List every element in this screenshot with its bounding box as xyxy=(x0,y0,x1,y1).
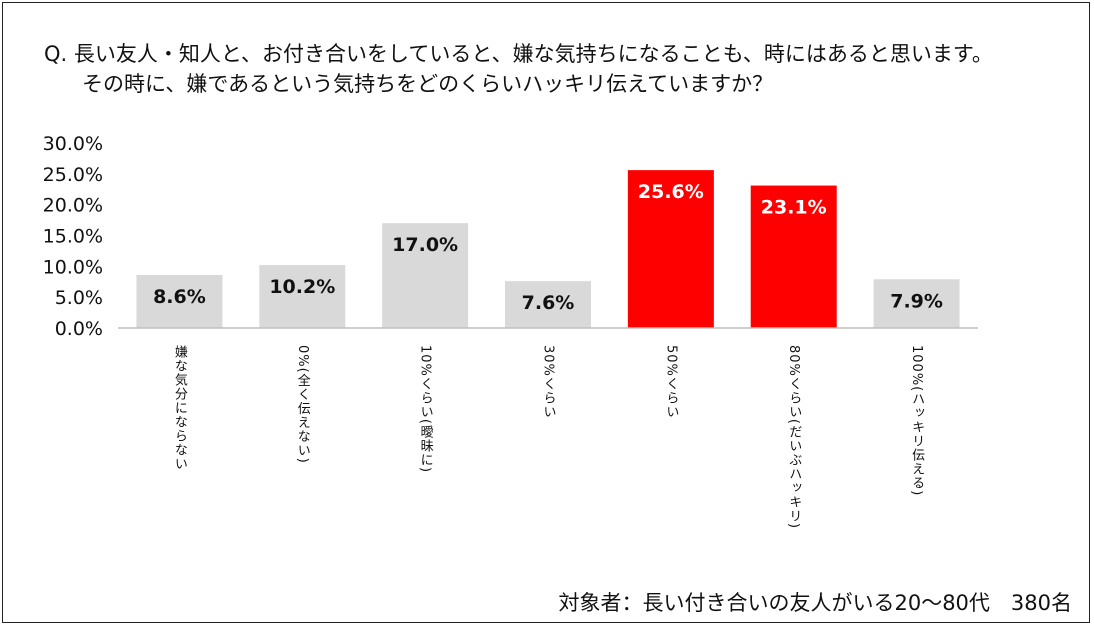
data-label: 7.6% xyxy=(522,292,575,314)
data-label: 23.1% xyxy=(761,197,827,219)
data-label: 10.2% xyxy=(269,276,335,298)
x-tick-label: 50%くらい xyxy=(663,345,678,419)
x-tick-label: 0%(全く伝えない) xyxy=(295,345,311,464)
question-line-1: Q. 長い友人・知人と、お付き合いをしていると、嫌な気持ちになることも、時にはあ… xyxy=(44,42,993,66)
footnote: 対象者：長い付き合いの友人がいる20～80代 380名 xyxy=(558,591,1072,615)
bar xyxy=(750,185,837,328)
data-label: 8.6% xyxy=(153,286,206,308)
y-tick-label: 15.0% xyxy=(43,226,103,248)
bar xyxy=(259,265,346,328)
x-tick-label: 30%くらい xyxy=(541,345,556,419)
x-tick-label: 100%(ハッキリ伝える) xyxy=(909,345,925,496)
data-label: 25.6% xyxy=(638,181,704,203)
data-label: 17.0% xyxy=(392,234,458,256)
y-tick-label: 5.0% xyxy=(55,287,103,309)
bar xyxy=(627,170,714,328)
y-tick-label: 30.0% xyxy=(43,133,103,155)
y-tick-label: 0.0% xyxy=(55,318,103,340)
question-line-2: その時に、嫌であるという気持ちをどのくらいハッキリ伝えていますか？ xyxy=(82,72,774,96)
x-tick-label: 嫌な気分にならない xyxy=(172,345,188,471)
bar xyxy=(136,274,223,328)
y-tick-label: 25.0% xyxy=(43,164,103,186)
bar xyxy=(382,223,469,328)
x-tick-label: 80%くらい(だいぶハッキリ) xyxy=(786,345,802,529)
y-tick-label: 10.0% xyxy=(43,256,103,278)
x-tick-label: 10%くらい(曖昧に) xyxy=(418,345,434,473)
y-tick-label: 20.0% xyxy=(43,195,103,217)
bar xyxy=(873,279,960,328)
data-label: 7.9% xyxy=(890,290,943,312)
bar xyxy=(505,281,591,328)
